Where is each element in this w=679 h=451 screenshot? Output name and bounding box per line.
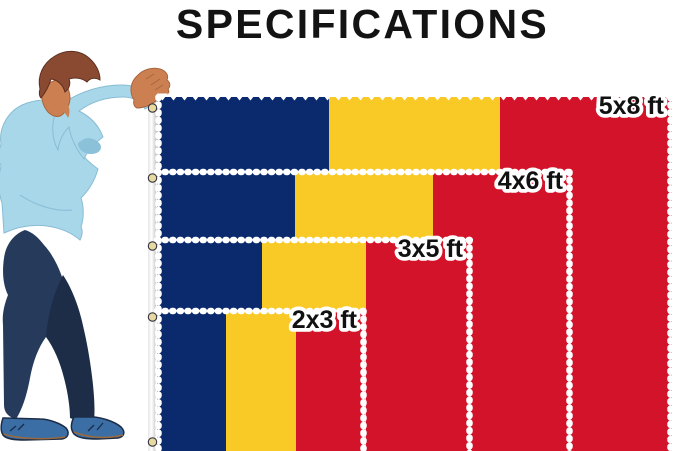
- svg-text:2x3 ft: 2x3 ft: [292, 306, 358, 334]
- svg-text:5x8 ft: 5x8 ft: [599, 92, 665, 120]
- svg-text:4x6 ft: 4x6 ft: [498, 167, 564, 195]
- svg-text:3x5 ft: 3x5 ft: [398, 235, 464, 263]
